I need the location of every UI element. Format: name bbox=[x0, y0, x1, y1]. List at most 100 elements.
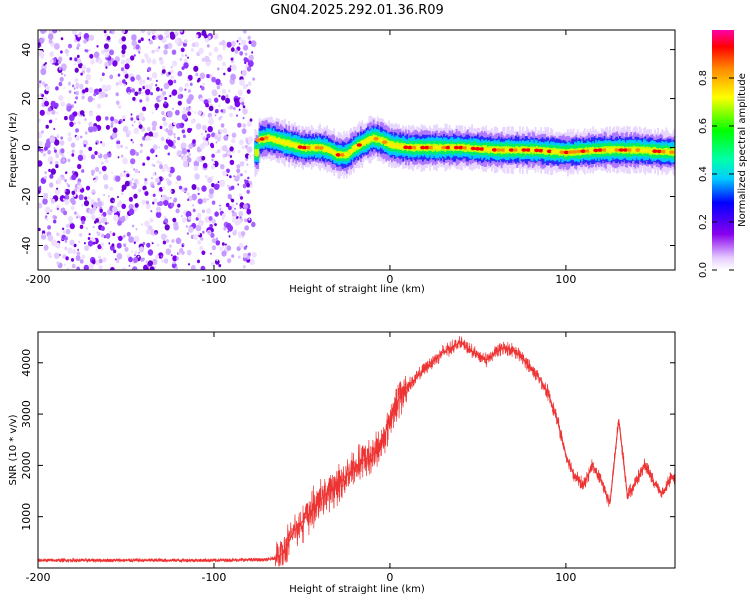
noise-speckle bbox=[64, 115, 68, 121]
ridge-band-5 bbox=[382, 137, 385, 144]
noise-speckle bbox=[113, 249, 117, 254]
noise-speckle bbox=[189, 107, 192, 110]
noise-speckle bbox=[49, 174, 54, 179]
noise-speckle bbox=[157, 201, 161, 206]
noise-speckle bbox=[79, 233, 83, 237]
noise-speckle bbox=[202, 82, 205, 86]
noise-speckle bbox=[121, 30, 126, 34]
noise-speckle bbox=[86, 227, 88, 230]
noise-speckle bbox=[145, 203, 151, 210]
noise-speckle bbox=[211, 245, 217, 251]
noise-speckle bbox=[160, 136, 165, 142]
noise-speckle bbox=[197, 232, 201, 236]
noise-speckle bbox=[165, 239, 170, 243]
noise-speckle bbox=[160, 233, 167, 241]
noise-speckle bbox=[228, 235, 231, 238]
noise-speckle bbox=[150, 92, 154, 96]
noise-speckle bbox=[222, 246, 224, 249]
noise-speckle bbox=[65, 224, 70, 228]
noise-speckle bbox=[168, 244, 172, 248]
noise-speckle bbox=[142, 162, 146, 166]
ridge-peak bbox=[365, 138, 371, 143]
noise-speckle bbox=[211, 74, 214, 77]
noise-speckle bbox=[184, 82, 189, 88]
noise-speckle bbox=[219, 115, 223, 119]
noise-speckle bbox=[67, 184, 70, 188]
x-tick-label: 0 bbox=[386, 571, 393, 584]
noise-speckle bbox=[237, 89, 243, 96]
noise-speckle bbox=[102, 174, 109, 181]
noise-speckle bbox=[90, 214, 96, 221]
colorbar-tick-label: 0.8 bbox=[698, 70, 709, 86]
spectrogram-x-axis-label: Height of straight line (km) bbox=[289, 284, 425, 295]
ridge-peak bbox=[335, 153, 341, 157]
noise-speckle bbox=[62, 227, 65, 231]
noise-speckle bbox=[136, 181, 140, 185]
noise-speckle bbox=[121, 203, 126, 209]
noise-speckle bbox=[201, 250, 206, 256]
noise-speckle bbox=[141, 79, 146, 84]
noise-speckle bbox=[88, 263, 94, 270]
noise-speckle bbox=[84, 87, 89, 93]
noise-speckle bbox=[148, 38, 151, 42]
noise-speckle bbox=[38, 140, 43, 148]
noise-speckle bbox=[92, 97, 96, 101]
noise-speckle bbox=[64, 199, 70, 206]
noise-speckle bbox=[244, 225, 249, 231]
noise-speckle bbox=[106, 84, 112, 91]
noise-speckle bbox=[121, 184, 127, 191]
noise-speckle bbox=[219, 205, 222, 209]
noise-speckle bbox=[217, 180, 220, 184]
noise-speckle bbox=[41, 81, 46, 86]
noise-speckle bbox=[159, 164, 163, 170]
noise-speckle bbox=[210, 144, 215, 149]
noise-speckle bbox=[236, 164, 241, 169]
colorbar-tick-label: 0.2 bbox=[698, 214, 709, 230]
noise-speckle bbox=[104, 222, 108, 225]
noise-speckle bbox=[55, 242, 61, 249]
noise-speckle bbox=[131, 88, 135, 93]
noise-speckle bbox=[102, 256, 107, 263]
noise-speckle bbox=[227, 193, 232, 200]
noise-speckle bbox=[218, 264, 222, 268]
noise-speckle bbox=[242, 183, 247, 189]
noise-speckle bbox=[157, 182, 160, 186]
noise-speckle bbox=[128, 256, 133, 263]
ridge-peak bbox=[445, 145, 451, 150]
noise-speckle bbox=[151, 177, 153, 180]
ridge-peak bbox=[301, 145, 307, 150]
noise-speckle bbox=[65, 228, 71, 235]
noise-speckle bbox=[109, 74, 114, 80]
noise-speckle bbox=[195, 224, 202, 232]
ridge-peak bbox=[360, 140, 367, 145]
y-tick-label: 4000 bbox=[20, 349, 33, 377]
noise-speckle bbox=[68, 216, 73, 222]
noise-speckle bbox=[64, 236, 68, 241]
noise-speckle bbox=[179, 57, 183, 62]
noise-speckle bbox=[62, 230, 66, 234]
noise-speckle bbox=[171, 89, 178, 96]
noise-speckle bbox=[114, 258, 117, 261]
snr-x-axis-label: Height of straight line (km) bbox=[289, 584, 425, 595]
noise-speckle bbox=[78, 194, 84, 201]
noise-speckle bbox=[175, 237, 182, 245]
noise-speckle bbox=[242, 252, 248, 259]
noise-speckle bbox=[79, 110, 85, 116]
noise-speckle bbox=[83, 39, 87, 44]
noise-speckle bbox=[196, 79, 200, 83]
noise-speckle bbox=[183, 107, 186, 110]
noise-speckle bbox=[229, 112, 233, 118]
noise-speckle bbox=[134, 169, 138, 174]
noise-speckle bbox=[238, 108, 241, 111]
noise-speckle bbox=[225, 97, 231, 104]
noise-speckle bbox=[104, 184, 109, 190]
ridge-peak bbox=[407, 145, 413, 150]
noise-speckle bbox=[246, 66, 252, 72]
noise-speckle bbox=[205, 103, 210, 108]
noise-speckle bbox=[93, 92, 97, 97]
noise-speckle bbox=[177, 136, 181, 141]
ridge-peak bbox=[483, 147, 489, 152]
noise-speckle bbox=[92, 206, 97, 211]
noise-speckle bbox=[247, 60, 254, 67]
